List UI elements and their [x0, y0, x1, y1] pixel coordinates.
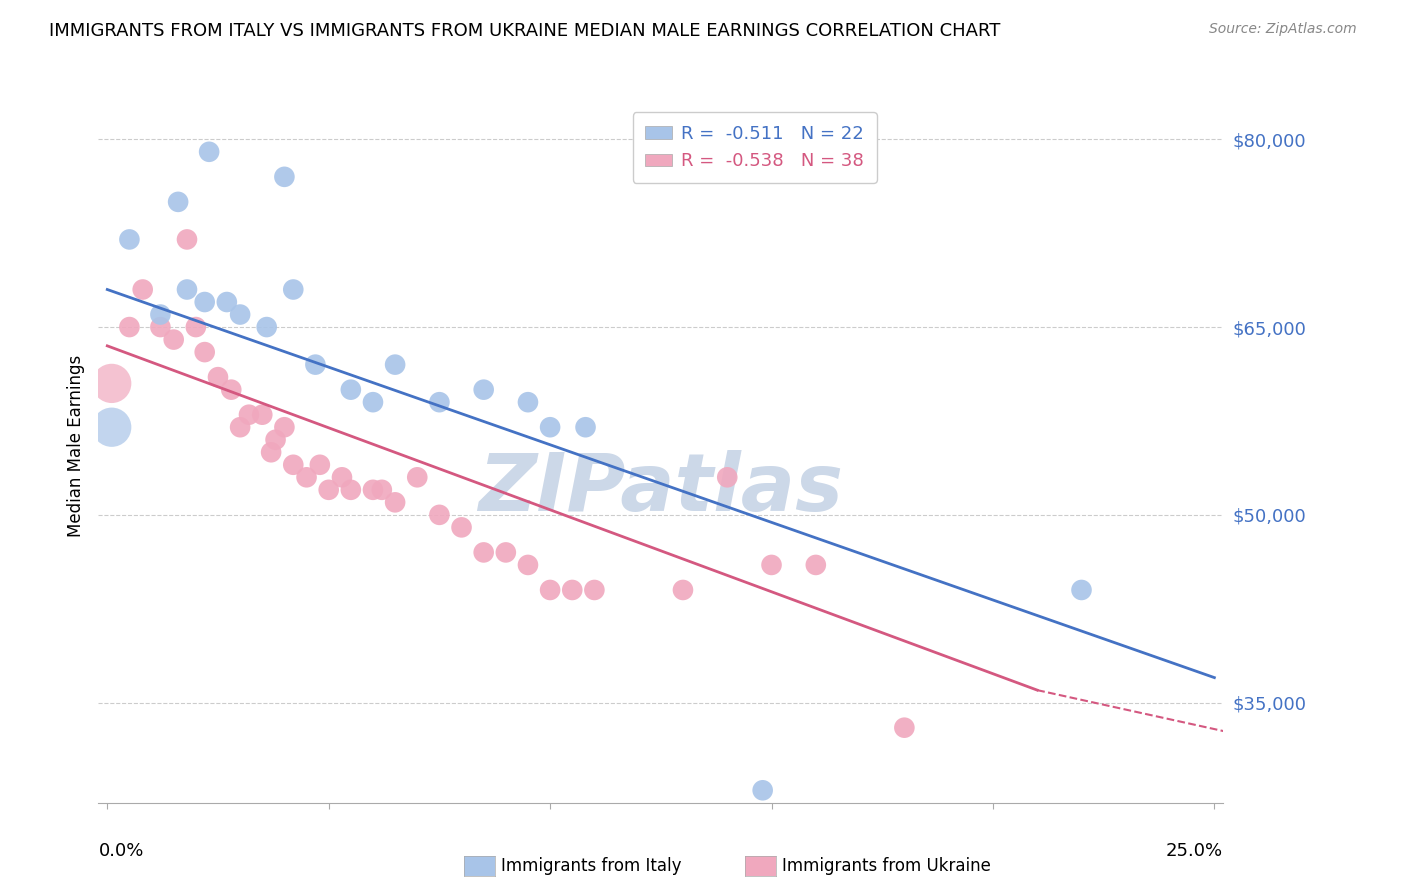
Point	[318, 483, 340, 497]
Point	[194, 295, 217, 310]
Point	[517, 558, 540, 572]
Point	[761, 558, 783, 572]
Text: Source: ZipAtlas.com: Source: ZipAtlas.com	[1209, 22, 1357, 37]
Text: 25.0%: 25.0%	[1166, 842, 1223, 860]
Point	[429, 508, 451, 522]
Point	[273, 420, 295, 434]
Point	[229, 420, 252, 434]
Point	[118, 320, 141, 334]
Point	[517, 395, 540, 409]
Point	[100, 420, 122, 434]
Point	[538, 420, 561, 434]
Y-axis label: Median Male Earnings: Median Male Earnings	[66, 355, 84, 537]
Point	[149, 320, 172, 334]
Point	[893, 721, 915, 735]
Point	[304, 358, 326, 372]
Point	[149, 308, 172, 322]
Point	[672, 582, 695, 597]
Point	[238, 408, 260, 422]
Point	[561, 582, 583, 597]
Point	[371, 483, 394, 497]
Text: Immigrants from Italy: Immigrants from Italy	[501, 857, 681, 875]
Point	[273, 169, 295, 184]
Point	[384, 495, 406, 509]
Point	[340, 383, 363, 397]
Point	[198, 145, 221, 159]
Point	[361, 483, 384, 497]
Point	[194, 345, 217, 359]
Point	[184, 320, 207, 334]
Point	[716, 470, 738, 484]
Point	[176, 283, 198, 297]
Point	[207, 370, 229, 384]
Point	[256, 320, 278, 334]
Point	[215, 295, 238, 310]
Point	[751, 783, 773, 797]
Point	[472, 545, 495, 559]
Point	[264, 433, 287, 447]
Point	[804, 558, 827, 572]
Point	[330, 470, 353, 484]
Point	[219, 383, 242, 397]
Point	[100, 376, 122, 391]
Point	[283, 283, 305, 297]
Point	[429, 395, 451, 409]
Point	[260, 445, 283, 459]
Point	[361, 395, 384, 409]
Legend: R =  -0.511   N = 22, R =  -0.538   N = 38: R = -0.511 N = 22, R = -0.538 N = 38	[633, 112, 877, 183]
Point	[308, 458, 330, 472]
Point	[163, 333, 186, 347]
Text: Immigrants from Ukraine: Immigrants from Ukraine	[782, 857, 991, 875]
Point	[176, 232, 198, 246]
Point	[583, 582, 606, 597]
Point	[340, 483, 363, 497]
Point	[1070, 582, 1092, 597]
Point	[450, 520, 472, 534]
Point	[167, 194, 190, 209]
Point	[229, 308, 252, 322]
Point	[295, 470, 318, 484]
Point	[118, 232, 141, 246]
Point	[495, 545, 517, 559]
Point	[574, 420, 596, 434]
Point	[384, 358, 406, 372]
Point	[472, 383, 495, 397]
Text: IMMIGRANTS FROM ITALY VS IMMIGRANTS FROM UKRAINE MEDIAN MALE EARNINGS CORRELATIO: IMMIGRANTS FROM ITALY VS IMMIGRANTS FROM…	[49, 22, 1001, 40]
Point	[252, 408, 274, 422]
Point	[538, 582, 561, 597]
Text: 0.0%: 0.0%	[98, 842, 143, 860]
Point	[406, 470, 429, 484]
Point	[283, 458, 305, 472]
Text: ZIPatlas: ZIPatlas	[478, 450, 844, 528]
Point	[131, 283, 153, 297]
